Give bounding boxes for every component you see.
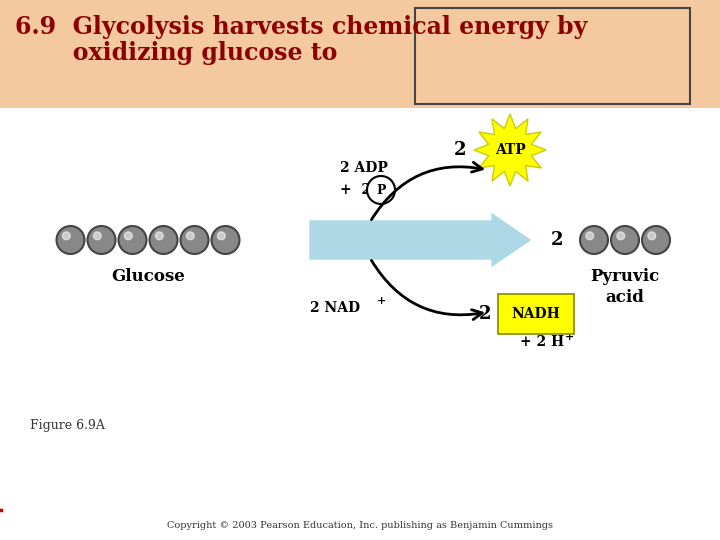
Text: oxidizing glucose to: oxidizing glucose to bbox=[15, 41, 338, 65]
Text: 2 NAD: 2 NAD bbox=[310, 301, 360, 315]
Text: Pyruvic
acid: Pyruvic acid bbox=[590, 268, 660, 306]
Bar bbox=[415, 8, 690, 104]
Circle shape bbox=[648, 232, 656, 240]
Circle shape bbox=[94, 232, 102, 240]
FancyArrow shape bbox=[310, 214, 530, 266]
Circle shape bbox=[56, 226, 84, 254]
Text: Copyright © 2003 Pearson Education, Inc. publishing as Benjamin Cummings: Copyright © 2003 Pearson Education, Inc.… bbox=[167, 522, 553, 530]
Circle shape bbox=[125, 232, 132, 240]
Circle shape bbox=[580, 226, 608, 254]
Circle shape bbox=[88, 226, 115, 254]
Circle shape bbox=[181, 226, 209, 254]
Text: NADH: NADH bbox=[512, 307, 560, 321]
Text: P: P bbox=[377, 184, 386, 197]
Circle shape bbox=[642, 226, 670, 254]
Text: + 2 H: + 2 H bbox=[520, 335, 564, 349]
FancyArrowPatch shape bbox=[372, 260, 482, 320]
Text: 6.9  Glycolysis harvests chemical energy by: 6.9 Glycolysis harvests chemical energy … bbox=[15, 15, 588, 39]
Circle shape bbox=[156, 232, 163, 240]
FancyArrowPatch shape bbox=[372, 162, 482, 220]
Circle shape bbox=[367, 176, 395, 204]
Circle shape bbox=[212, 226, 240, 254]
Text: 2: 2 bbox=[454, 141, 467, 159]
Circle shape bbox=[617, 232, 625, 240]
Circle shape bbox=[586, 232, 594, 240]
Text: Figure 6.9A: Figure 6.9A bbox=[30, 418, 105, 431]
Circle shape bbox=[217, 232, 225, 240]
Text: +: + bbox=[377, 294, 387, 306]
FancyBboxPatch shape bbox=[498, 294, 574, 334]
Text: 2: 2 bbox=[551, 231, 563, 249]
Circle shape bbox=[63, 232, 71, 240]
Bar bbox=[0, 0, 720, 108]
Polygon shape bbox=[474, 114, 546, 186]
Circle shape bbox=[611, 226, 639, 254]
Text: +  2: + 2 bbox=[340, 183, 371, 197]
Text: ATP: ATP bbox=[495, 143, 526, 157]
Text: 2: 2 bbox=[479, 305, 491, 323]
Circle shape bbox=[186, 232, 194, 240]
Text: Glucose: Glucose bbox=[111, 268, 185, 285]
Circle shape bbox=[150, 226, 178, 254]
Text: +: + bbox=[565, 332, 575, 342]
Text: 2 ADP: 2 ADP bbox=[340, 161, 388, 175]
Circle shape bbox=[119, 226, 146, 254]
